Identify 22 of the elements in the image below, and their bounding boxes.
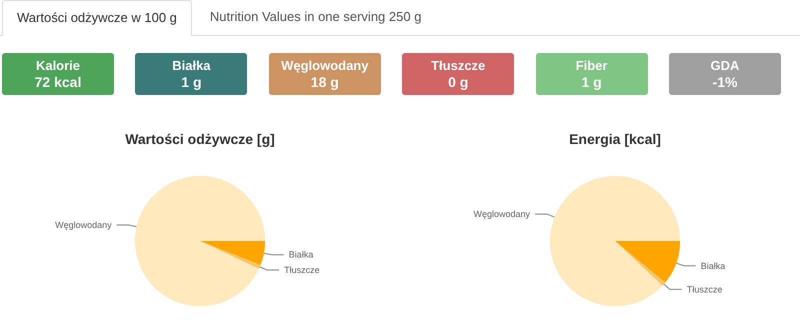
text: 1 g — [181, 74, 202, 90]
chart-title: Energia [kcal] — [569, 131, 661, 147]
slice-label: Węglowodany — [55, 220, 112, 230]
category-label: Kalorie — [34, 57, 82, 74]
text: Wartości odżywcze w 100 g — [2, 0, 192, 36]
text: Nutrition Values in one serving 250 g — [208, 8, 422, 26]
slice-label: Węglowodany — [474, 209, 531, 220]
category-label: Tłuszcze — [430, 57, 486, 74]
text: 18 g — [310, 74, 339, 90]
text: -1% — [712, 74, 738, 90]
slice-label: Tłuszcze — [284, 265, 320, 276]
text: 1 g — [581, 74, 602, 90]
slice-label: Białka — [700, 260, 726, 271]
text: 0 g — [448, 74, 468, 90]
slice-label: Tłuszcze — [686, 284, 722, 294]
text: 72 kcal — [34, 74, 82, 90]
chart-title: Wartości odżywcze [g] — [125, 131, 275, 147]
slice-label: Białka — [288, 250, 314, 260]
category-label: Białka — [171, 57, 212, 74]
category-label: GDA — [710, 57, 740, 74]
category-label: Węglowodany — [280, 57, 370, 74]
category-label: Fiber — [574, 57, 608, 74]
